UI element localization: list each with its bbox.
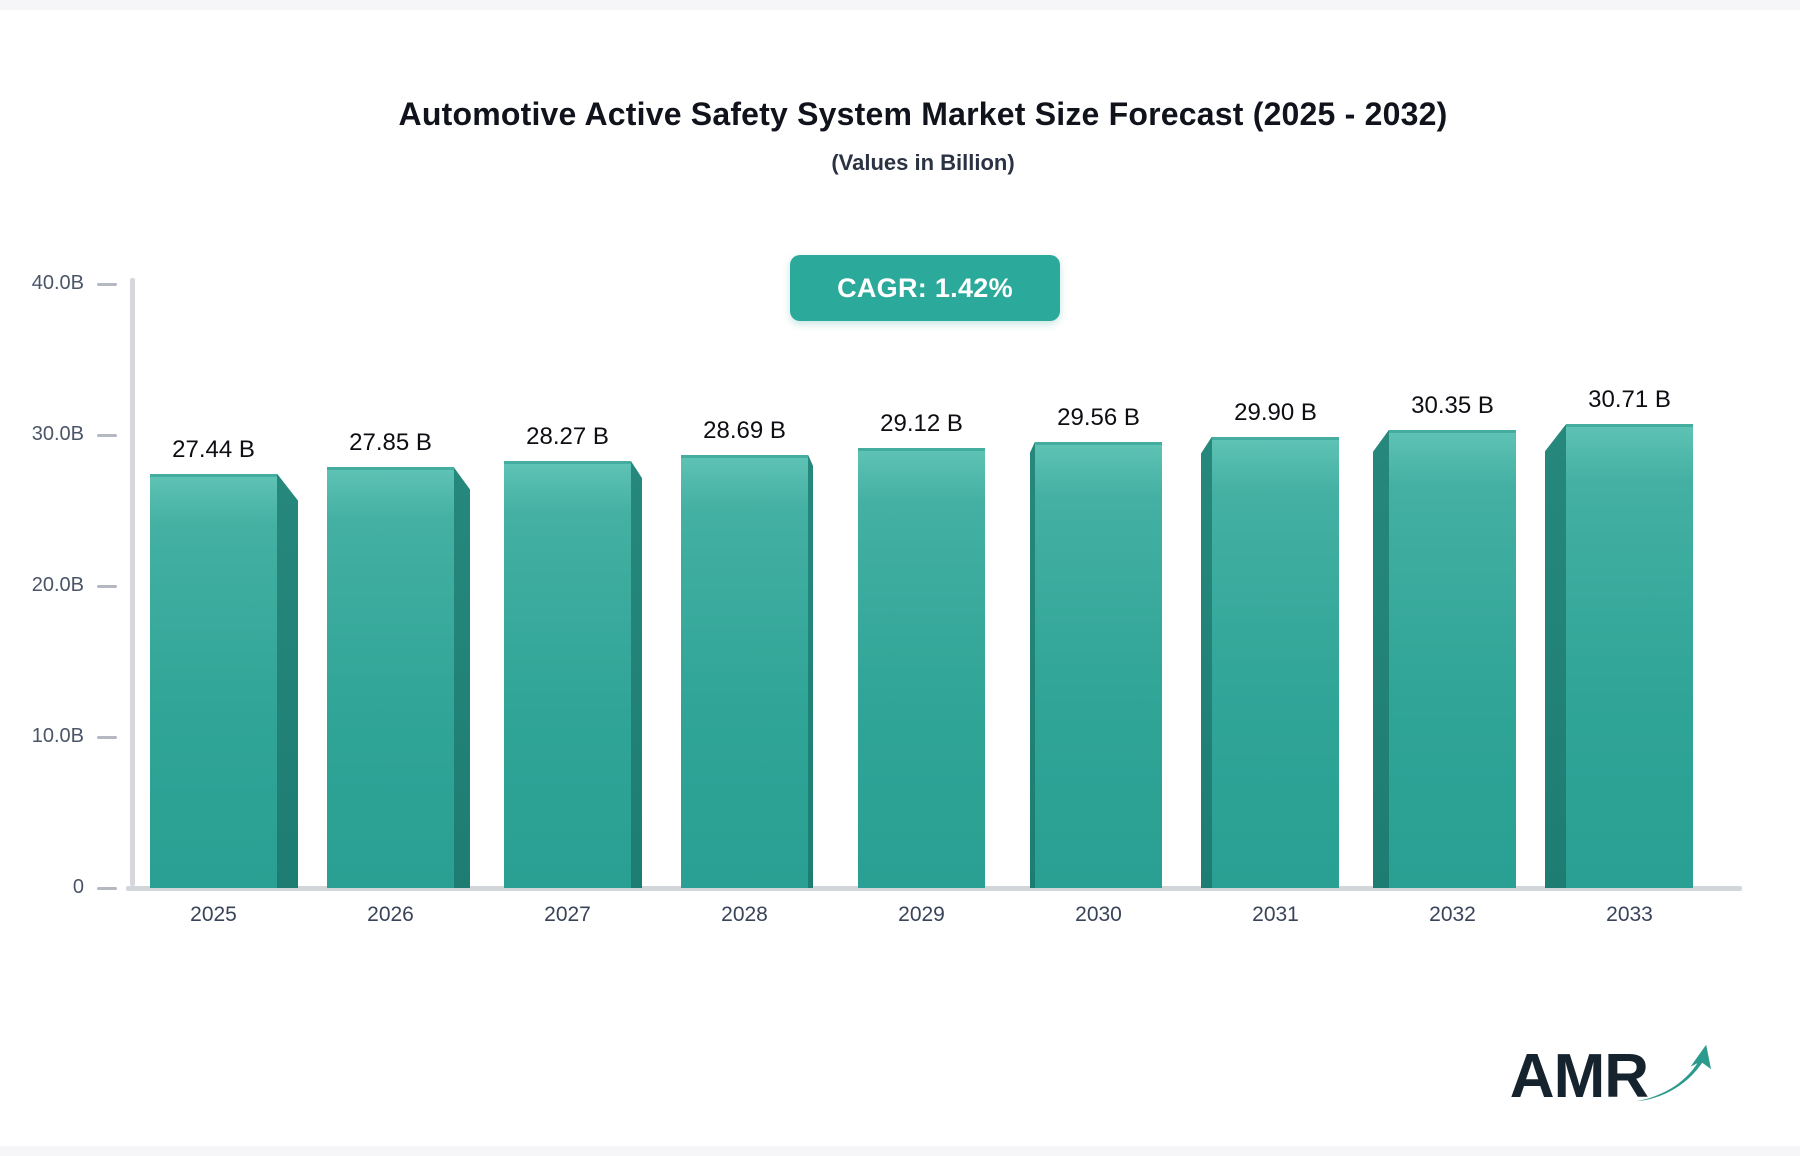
bar-2031 bbox=[1212, 436, 1339, 888]
bar-value-label: 27.85 B bbox=[349, 429, 432, 457]
bar-2033 bbox=[1566, 424, 1693, 888]
bar-value-label: 30.71 B bbox=[1588, 386, 1671, 414]
bar-2029 bbox=[858, 448, 985, 888]
x-axis-label-2025: 2025 bbox=[190, 903, 237, 926]
y-tick-mark bbox=[97, 735, 117, 739]
amr-logo: AMR bbox=[1509, 1038, 1712, 1112]
bar-side-face bbox=[1373, 429, 1389, 888]
bar-2032 bbox=[1389, 429, 1516, 888]
x-axis-label-2029: 2029 bbox=[898, 903, 945, 926]
x-axis-label-2027: 2027 bbox=[544, 903, 591, 926]
y-tick-mark bbox=[97, 433, 117, 437]
x-axis-label-2032: 2032 bbox=[1429, 903, 1476, 926]
x-axis-label-2033: 2033 bbox=[1606, 903, 1653, 926]
y-tick-mark bbox=[97, 886, 117, 890]
cagr-badge: CAGR: 1.42% bbox=[790, 255, 1060, 321]
bar-side-face bbox=[1545, 424, 1566, 888]
bar-side-face bbox=[277, 473, 298, 888]
bar-value-label: 27.44 B bbox=[172, 435, 255, 463]
bar-2030 bbox=[1035, 441, 1162, 888]
bar-2025 bbox=[150, 473, 277, 888]
y-tick-label: 20.0B bbox=[31, 574, 84, 596]
x-axis-label-2026: 2026 bbox=[367, 903, 414, 926]
y-tick-label: 10.0B bbox=[31, 725, 84, 747]
trend-up-arrow-icon bbox=[1635, 1044, 1712, 1102]
y-tick-label: 0 bbox=[72, 876, 84, 898]
x-axis-label-2028: 2028 bbox=[721, 903, 768, 926]
bar-value-label: 29.12 B bbox=[880, 410, 963, 438]
bar-value-label: 30.35 B bbox=[1411, 391, 1494, 419]
y-tick-mark bbox=[97, 282, 117, 286]
chart-title: Automotive Active Safety System Market S… bbox=[398, 96, 1448, 132]
bar-2026 bbox=[327, 467, 454, 888]
amr-logo-text: AMR bbox=[1509, 1042, 1649, 1112]
bar-side-face bbox=[631, 461, 642, 888]
cagr-badge-label: CAGR: 1.42% bbox=[837, 272, 1013, 303]
y-tick-label: 40.0B bbox=[31, 272, 84, 294]
bar-value-label: 29.56 B bbox=[1057, 403, 1140, 431]
bar-side-face bbox=[1030, 441, 1035, 888]
bar-side-face bbox=[1201, 436, 1212, 888]
y-tick-mark bbox=[97, 584, 117, 588]
chart-subtitle: (Values in Billion) bbox=[831, 150, 1015, 175]
bar-side-face bbox=[454, 467, 470, 888]
y-axis-line bbox=[130, 278, 135, 886]
bar-2027 bbox=[504, 461, 631, 888]
bar-2028 bbox=[681, 454, 808, 888]
bar-value-label: 29.90 B bbox=[1234, 398, 1317, 426]
bar-value-label: 28.27 B bbox=[526, 423, 609, 451]
bar-value-label: 28.69 B bbox=[703, 416, 786, 444]
bar-side-face bbox=[808, 454, 813, 888]
x-axis-line bbox=[126, 886, 1742, 891]
x-axis-label-2030: 2030 bbox=[1075, 903, 1122, 926]
y-tick-label: 30.0B bbox=[31, 423, 84, 445]
x-axis-label-2031: 2031 bbox=[1252, 903, 1299, 926]
